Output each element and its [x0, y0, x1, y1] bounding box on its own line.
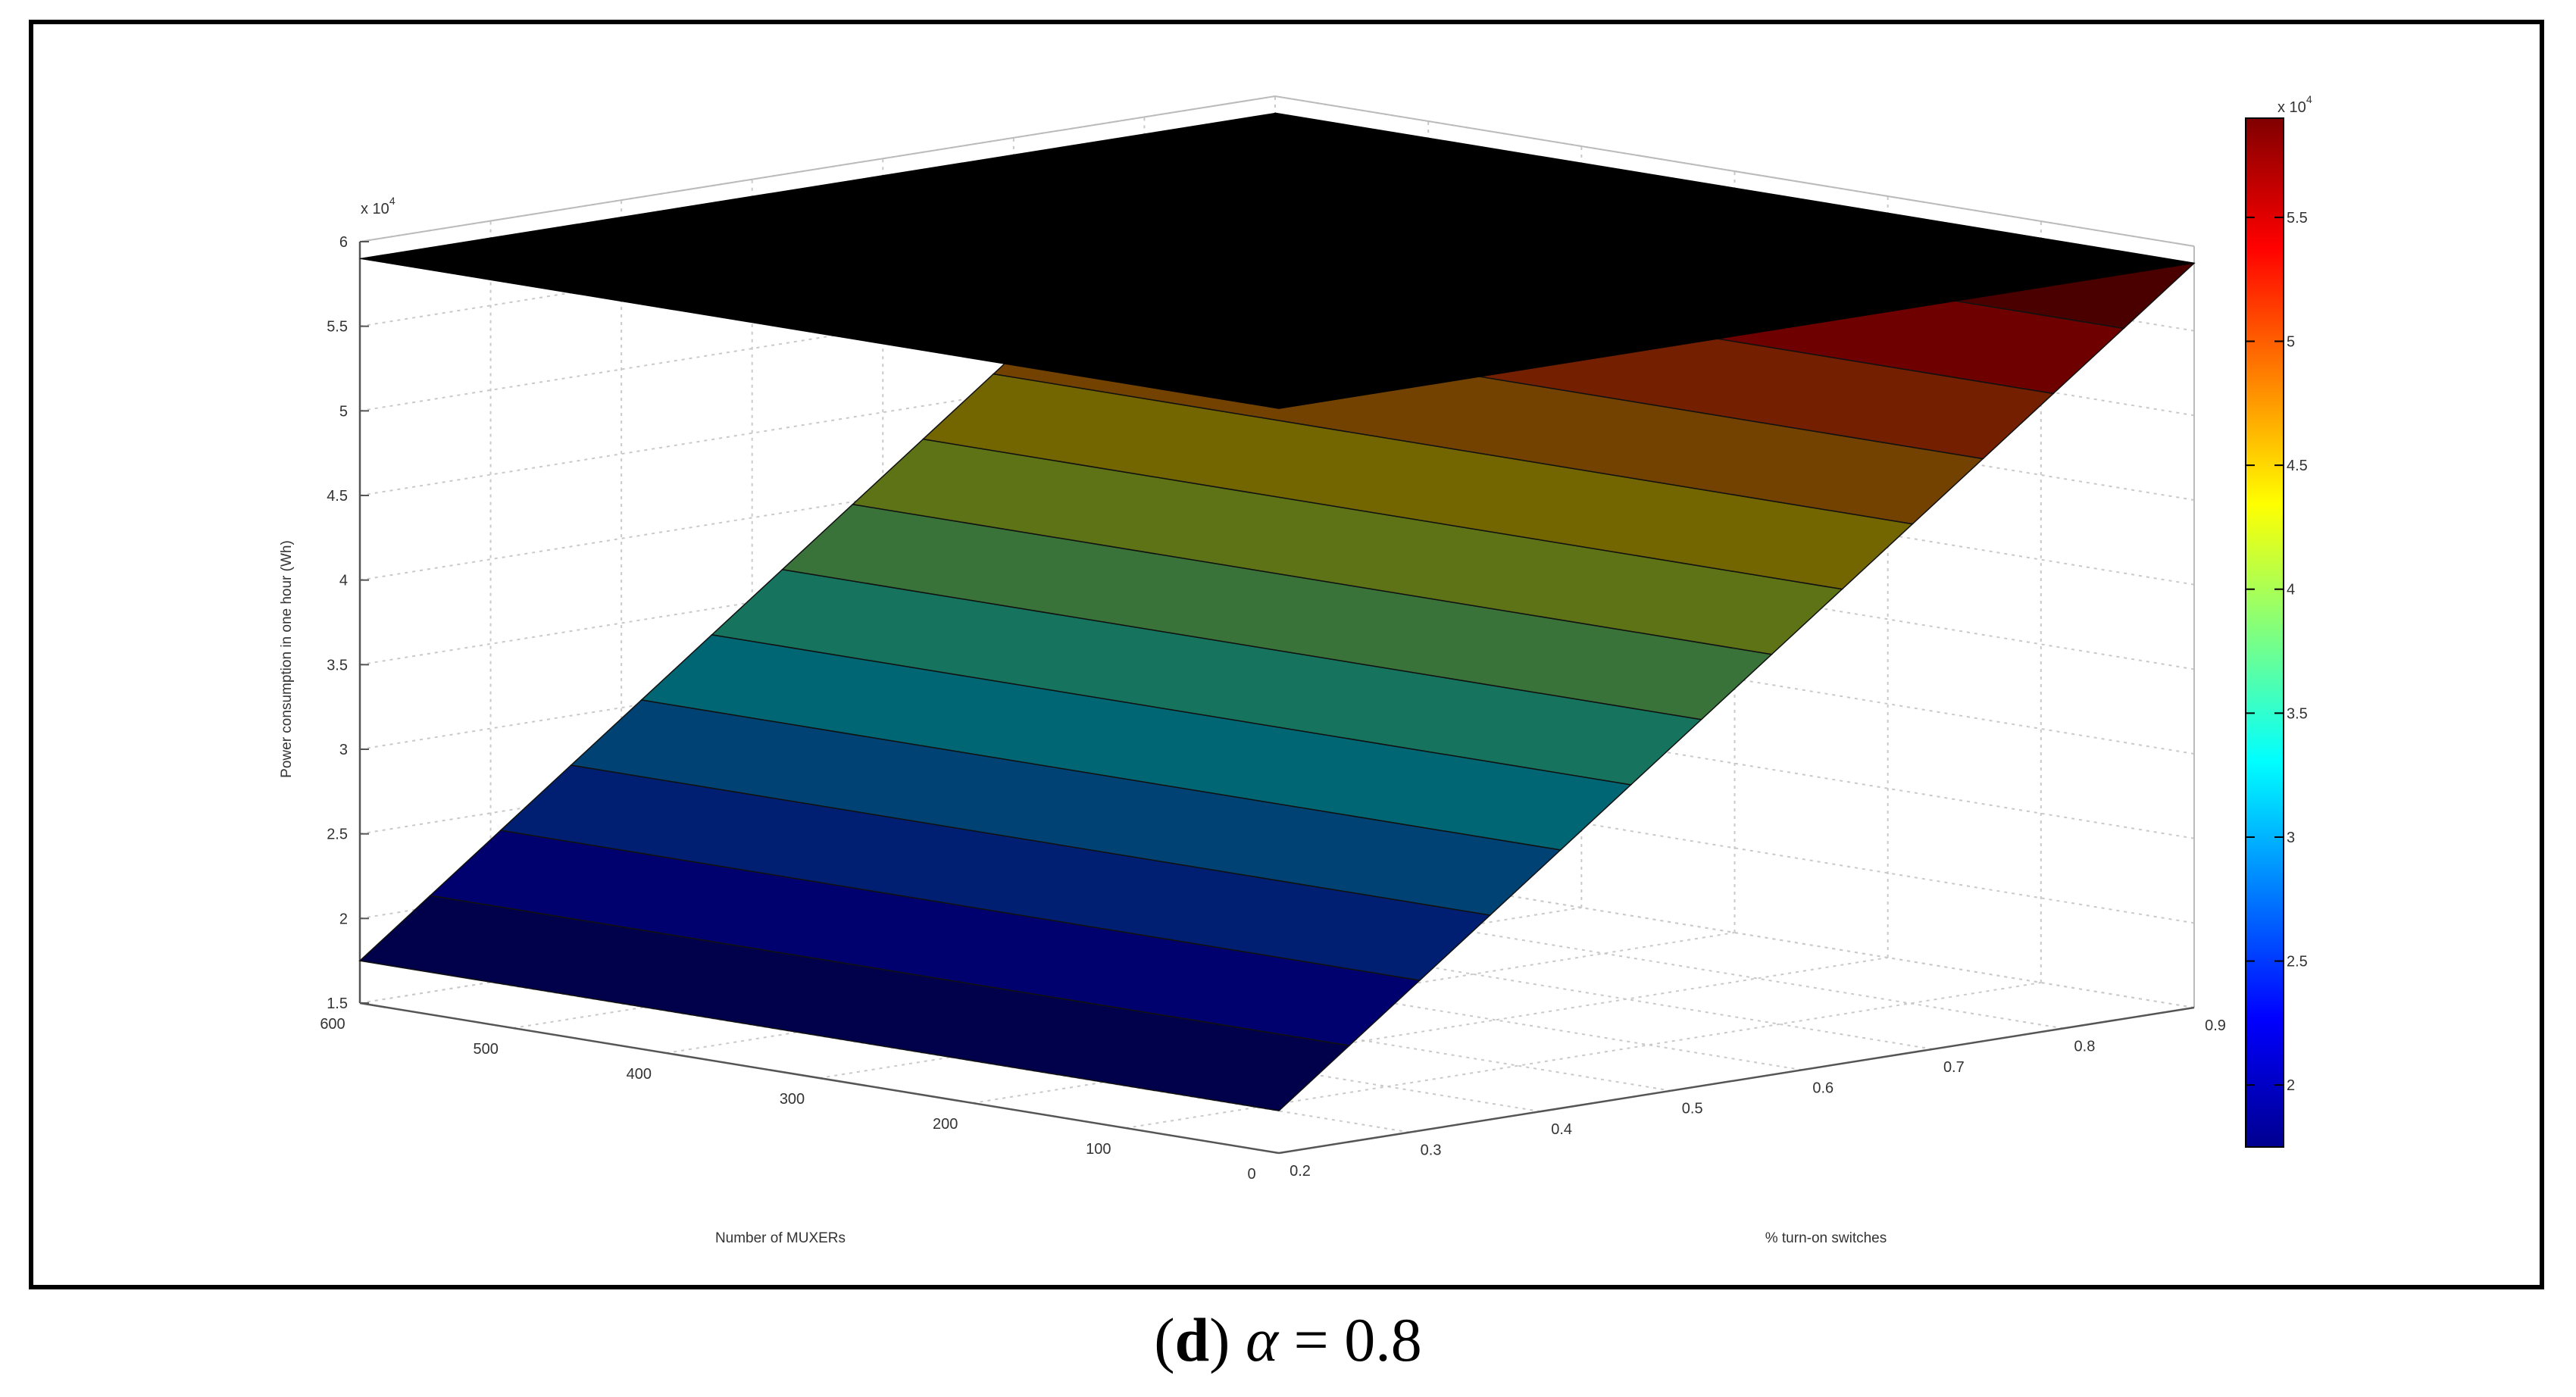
y-tick-label: 0: [1247, 1166, 1255, 1183]
y-tick-label: 600: [320, 1016, 345, 1033]
colorbar-multiplier: x 104: [2277, 93, 2312, 116]
colorbar-tick-label: 2.5: [2287, 954, 2308, 970]
z-tick-label: 4.5: [327, 488, 348, 505]
colorbar-gradient: [2245, 117, 2284, 1148]
x-tick-label: 0.7: [1943, 1059, 1965, 1076]
axis-labels: x 104 Power consumption in one hour (Wh)…: [279, 195, 2226, 1246]
x-axis-line: [1278, 1006, 2195, 1155]
x-tick-label: 0.5: [1682, 1101, 1703, 1117]
z-tick-label: 6: [339, 234, 348, 251]
caption-letter: d: [1174, 1305, 1210, 1374]
y-tick-label: 500: [473, 1041, 498, 1058]
z-tick-label: 1.5: [327, 995, 348, 1012]
colorbar-tick-label: 3: [2287, 830, 2295, 846]
x-tick-label: 0.2: [1290, 1163, 1311, 1180]
colorbar-tick-label: 4: [2287, 582, 2295, 598]
z-tick-label: 3.5: [327, 657, 348, 673]
z-tick-label: 2: [339, 911, 348, 927]
y-tick-label: 100: [1086, 1141, 1111, 1158]
caption-close-paren: ): [1209, 1305, 1230, 1374]
colorbar-tick-label: 5: [2287, 334, 2295, 351]
z-axis-label: Power consumption in one hour (Wh): [279, 540, 295, 778]
box-edge: [1274, 95, 2195, 247]
z-tick-label: 5: [339, 403, 348, 420]
caption-value: = 0.8: [1278, 1305, 1422, 1374]
box-edge: [359, 95, 1276, 242]
y-tick-label: 200: [933, 1116, 958, 1133]
colorbar-tick-label: 5.5: [2287, 210, 2308, 227]
z-tick-label: 2.5: [327, 827, 348, 843]
y-axis-label: Number of MUXERs: [715, 1230, 846, 1246]
colorbar: x 104 2 2.5 3 3.5 4 4.5 5 5.5: [2245, 93, 2312, 1148]
back-wall-grid-line: [359, 433, 1276, 581]
x-tick-label: 0.6: [1812, 1080, 1834, 1096]
colorbar-tick-label: 4.5: [2287, 458, 2308, 474]
flat-surface: [359, 112, 2195, 409]
caption-open-paren: (: [1154, 1305, 1175, 1374]
y-axis-line: [359, 1002, 1280, 1155]
y-tick-label: 300: [780, 1091, 805, 1108]
z-tick-label: 3: [339, 742, 348, 758]
x-tick-label: 0.9: [2205, 1017, 2226, 1034]
z-axis-multiplier: x 104: [361, 195, 395, 217]
back-wall-grid-line: [359, 349, 1276, 496]
colorbar-tick-label: 2: [2287, 1077, 2295, 1094]
x-tick-label: 0.4: [1551, 1121, 1572, 1138]
figure-caption: (d) α = 0.8: [0, 1305, 2576, 1376]
z-tick-label: 4: [339, 573, 348, 589]
x-axis-label: % turn-on switches: [1765, 1230, 1887, 1246]
caption-alpha: α: [1245, 1305, 1279, 1374]
z-tick-label: 5.5: [327, 319, 348, 336]
colorbar-tick-label: 3.5: [2287, 705, 2308, 722]
surface-layer: [358, 112, 2196, 1111]
back-wall-grid-line: [359, 264, 1276, 412]
y-tick-label: 400: [627, 1066, 652, 1083]
x-tick-label: 0.8: [2074, 1038, 2096, 1055]
x-tick-label: 0.3: [1421, 1142, 1442, 1159]
